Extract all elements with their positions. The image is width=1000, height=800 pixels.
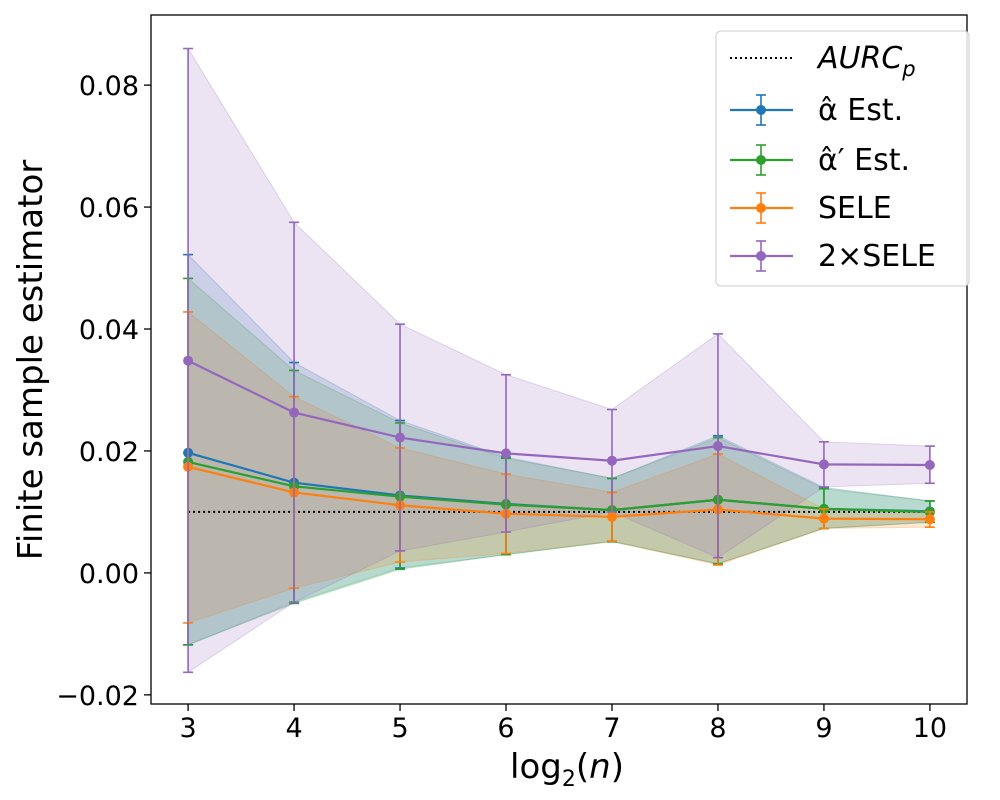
legend-label: α̂ Est. <box>818 93 903 128</box>
y-tick-label: 0.06 <box>79 193 139 224</box>
legend-entry-1: α̂ Est. <box>730 93 903 128</box>
data-point <box>712 441 723 452</box>
legend-label: SELE <box>818 191 892 226</box>
legend-label: α̂′ Est. <box>818 143 910 178</box>
plot-frame <box>150 14 968 705</box>
data-point <box>924 514 935 525</box>
data-point <box>818 513 829 524</box>
legend-entry-3: SELE <box>730 191 892 226</box>
y-tick-label: −0.02 <box>56 681 139 712</box>
y-tick-label: 0.08 <box>79 71 139 102</box>
data-point <box>501 448 512 459</box>
series-group <box>183 47 935 674</box>
data-point <box>818 459 829 470</box>
x-tick-label: 7 <box>603 713 620 744</box>
x-tick-label: 8 <box>709 713 726 744</box>
series-line <box>187 460 930 514</box>
y-axis-ticks: −0.02 0.00 0.02 0.04 0.06 0.08 <box>56 71 151 712</box>
data-point <box>924 459 935 470</box>
data-point <box>606 511 617 522</box>
legend-label: 2×SELE <box>818 239 936 274</box>
series-line <box>187 359 930 467</box>
legend-swatch-marker <box>756 155 766 165</box>
x-tick-label: 4 <box>285 713 302 744</box>
series-4 <box>183 47 935 674</box>
x-tick-label: 9 <box>815 713 832 744</box>
legend-swatch-marker <box>756 203 766 213</box>
legend-swatch-marker <box>756 105 766 115</box>
x-tick-label: 10 <box>913 713 947 744</box>
x-tick-label: 6 <box>497 713 514 744</box>
legend-swatch-marker <box>756 251 766 261</box>
y-axis-label: Finite sample estimator <box>11 160 51 561</box>
y-tick-label: 0.04 <box>79 315 139 346</box>
x-axis-ticks: 3 4 5 6 7 8 9 10 <box>179 704 947 744</box>
legend-box <box>715 30 970 287</box>
series-line <box>187 465 930 521</box>
x-tick-label: 3 <box>179 713 196 744</box>
data-point <box>395 432 406 443</box>
legend: AURCp α̂ Est. α̂′ Est. SELE 2×SELE <box>715 30 970 287</box>
y-tick-label: 0.00 <box>79 559 139 590</box>
x-axis-label: log2(n) <box>510 747 624 792</box>
data-point <box>289 407 300 418</box>
legend-entry-4: 2×SELE <box>730 239 936 274</box>
legend-label-aurc: AURCp <box>816 41 916 81</box>
y-tick-label: 0.02 <box>79 437 139 468</box>
data-point <box>183 355 194 366</box>
data-point <box>606 455 617 466</box>
x-tick-label: 5 <box>391 713 408 744</box>
legend-entry-2: α̂′ Est. <box>730 143 910 178</box>
